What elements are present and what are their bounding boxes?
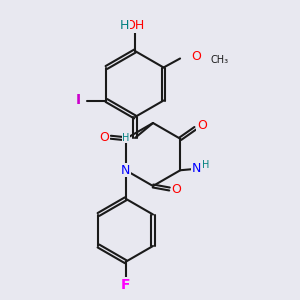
- Text: CH₃: CH₃: [210, 55, 228, 65]
- Text: OH: OH: [125, 19, 145, 32]
- Text: N: N: [192, 162, 202, 175]
- Text: O: O: [197, 119, 207, 132]
- Text: I: I: [75, 94, 80, 107]
- Text: H: H: [202, 160, 209, 170]
- Text: N: N: [121, 164, 130, 177]
- Text: H: H: [122, 133, 130, 143]
- Text: F: F: [121, 278, 130, 292]
- Text: O: O: [192, 50, 202, 64]
- Text: O: O: [172, 183, 181, 196]
- Text: O: O: [99, 131, 109, 144]
- Text: H: H: [120, 19, 129, 32]
